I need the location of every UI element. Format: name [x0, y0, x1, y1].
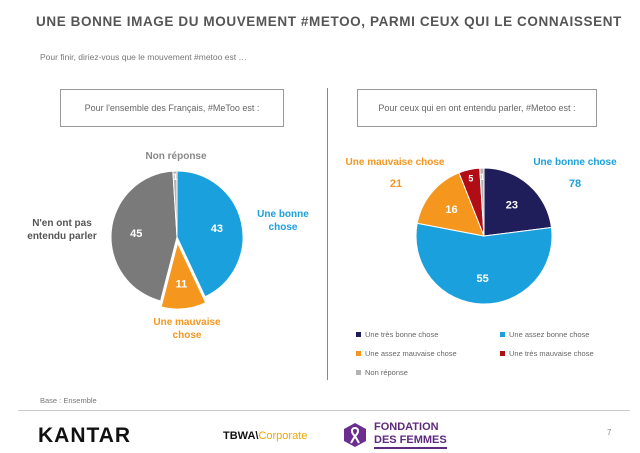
annot-mauvaise-2: chose — [173, 330, 202, 341]
left-pie-slice-2 — [110, 170, 178, 302]
survey-question: Pour finir, diriez-vous que le mouvement… — [40, 52, 247, 62]
right-pie-value-2: 16 — [445, 204, 457, 216]
group-mauvaise-value: 21 — [390, 178, 402, 190]
right-pie-value-1: 55 — [477, 273, 489, 285]
right-pie-value-4: 1 — [480, 172, 485, 182]
right-pie-slice-2 — [416, 172, 485, 237]
fondation-logo-text: FONDATION DES FEMMES — [374, 421, 447, 449]
group-bonne-value: 78 — [569, 178, 581, 190]
right-chart-title-box: Pour ceux qui en ont entendu parler, #Me… — [357, 89, 597, 127]
legend-label: Une très mauvaise chose — [509, 349, 594, 358]
fondation-ribbon-icon — [344, 423, 366, 447]
annot-mauvaise-1: Une mauvaise — [153, 317, 221, 328]
legend-item-non-reponse: Non réponse — [356, 368, 408, 377]
panel-divider — [327, 88, 328, 380]
left-pie-slice-3 — [172, 170, 178, 238]
legend-label: Une assez mauvaise chose — [365, 349, 457, 358]
left-chart-title: Pour l'ensemble des Français, #MeToo est… — [84, 103, 260, 113]
legend-item-tres-mauvaise: Une très mauvaise chose — [500, 349, 594, 358]
left-pie-slice-0 — [176, 170, 244, 298]
footer-divider — [18, 410, 630, 411]
left-pie-slice-1 — [160, 241, 207, 310]
right-pie-slice-1 — [415, 222, 553, 305]
legend-label: Une très bonne chose — [365, 330, 439, 339]
legend-swatch — [356, 370, 361, 375]
tbwa-corporate: Corporate — [258, 430, 308, 442]
legend-label: Une assez bonne chose — [509, 330, 590, 339]
right-pie-value-3: 5 — [468, 173, 473, 183]
fondation-line1: FONDATION — [374, 421, 439, 433]
legend-item-assez-mauvaise: Une assez mauvaise chose — [356, 349, 457, 358]
left-pie-value-2: 45 — [130, 228, 142, 240]
page-number: 7 — [607, 428, 612, 437]
tbwa-logo: TBWA\Corporate — [223, 430, 307, 442]
left-pie-value-1: 11 — [176, 279, 188, 291]
base-note: Base : Ensemble — [40, 396, 97, 405]
legend-item-assez-bonne: Une assez bonne chose — [500, 330, 589, 339]
kantar-logo: KANTAR — [38, 424, 132, 447]
left-chart-title-box: Pour l'ensemble des Français, #MeToo est… — [60, 89, 284, 127]
legend-swatch — [356, 351, 361, 356]
annot-non-reponse: Non réponse — [145, 151, 207, 162]
annot-bonne-1: Une bonne — [257, 209, 309, 220]
right-chart-title: Pour ceux qui en ont entendu parler, #Me… — [378, 103, 576, 113]
annot-pas-entendu-2: entendu parler — [27, 231, 97, 242]
right-pie-value-0: 23 — [506, 199, 518, 211]
right-pie-slice-0 — [483, 167, 553, 237]
tbwa-name: TBWA\ — [223, 430, 259, 442]
annot-pas-entendu-1: N'en ont pas — [32, 218, 92, 229]
page-title: UNE BONNE IMAGE DU MOUVEMENT #METOO, PAR… — [36, 14, 622, 29]
group-bonne-label: Une bonne chose — [533, 157, 617, 168]
fondation-line2: DES FEMMES — [374, 434, 447, 449]
legend-label: Non réponse — [365, 368, 408, 377]
legend-swatch — [356, 332, 361, 337]
legend-swatch — [500, 332, 505, 337]
left-pie-value-0: 43 — [211, 223, 223, 235]
annot-bonne-2: chose — [269, 222, 298, 233]
group-mauvaise-label: Une mauvaise chose — [346, 157, 445, 168]
legend-swatch — [500, 351, 505, 356]
right-pie-slice-4 — [479, 167, 485, 237]
legend-item-tres-bonne: Une très bonne chose — [356, 330, 438, 339]
left-pie-value-3: 1 — [173, 172, 178, 182]
